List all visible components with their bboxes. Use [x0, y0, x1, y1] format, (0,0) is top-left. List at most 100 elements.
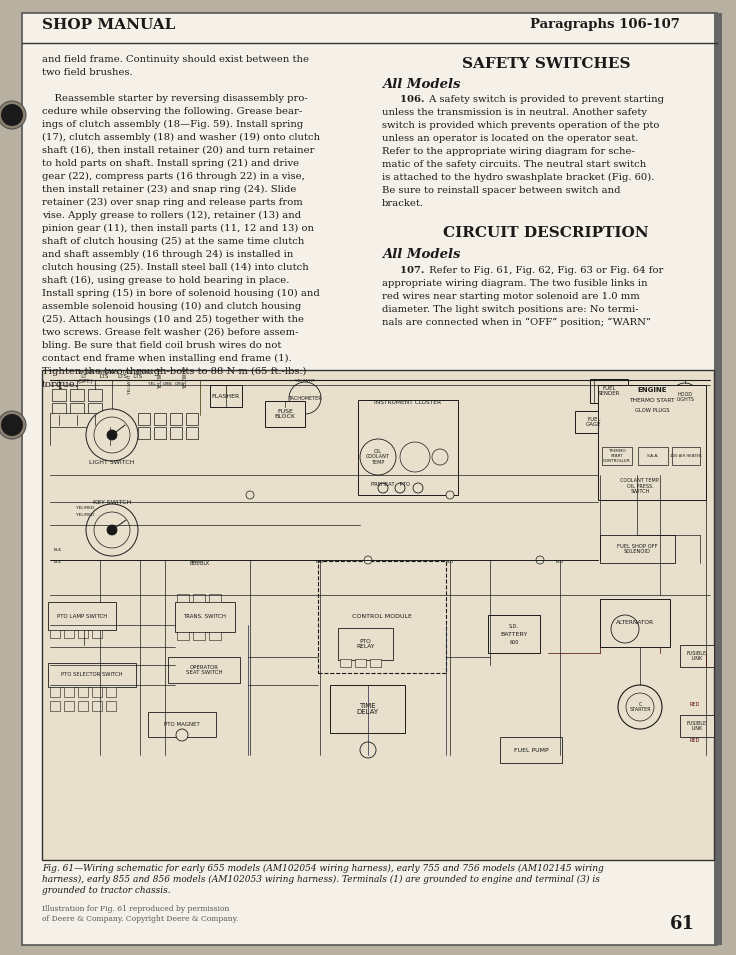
Bar [138, 427, 150, 439]
Circle shape [94, 417, 130, 453]
Bar [358, 400, 458, 495]
Bar [48, 602, 116, 630]
Text: RED: RED [690, 703, 700, 708]
Bar [680, 645, 714, 667]
Circle shape [611, 615, 639, 643]
Circle shape [1, 104, 23, 126]
Bar [638, 447, 668, 465]
Text: two field brushes.: two field brushes. [42, 68, 132, 77]
Text: clutch housing (25). Install steel ball (14) into clutch: clutch housing (25). Install steel ball … [42, 263, 308, 272]
Circle shape [1, 414, 23, 436]
Text: contact end frame when installing end frame (1).: contact end frame when installing end fr… [42, 354, 291, 363]
Text: SHOP MANUAL: SHOP MANUAL [42, 18, 175, 32]
Text: BLK: BLK [54, 560, 62, 564]
Bar [50, 630, 60, 638]
Text: BLK: BLK [54, 548, 62, 552]
Text: A safety switch is provided to prevent starting: A safety switch is provided to prevent s… [426, 95, 664, 104]
Bar [209, 594, 221, 602]
Text: red wires near starting motor solenoid are 1.0 mm: red wires near starting motor solenoid a… [382, 292, 640, 301]
Text: then install retainer (23) and snap ring (24). Slide: then install retainer (23) and snap ring… [42, 185, 297, 194]
Bar [106, 701, 116, 711]
Text: Illustration for Fig. 61 reproduced by permission
of Deere & Company. Copyright : Illustration for Fig. 61 reproduced by p… [42, 905, 238, 923]
Circle shape [246, 491, 254, 499]
Circle shape [446, 491, 454, 499]
Text: YEL/WHT: YEL/WHT [295, 379, 315, 383]
Bar [177, 632, 189, 640]
Bar [590, 379, 628, 403]
Text: CONTROL MODULE: CONTROL MODULE [352, 614, 412, 620]
Text: grounded to tractor chassis.: grounded to tractor chassis. [42, 886, 171, 895]
Bar [42, 370, 714, 860]
Text: PTO SELECTOR SWITCH: PTO SELECTOR SWITCH [61, 672, 123, 677]
Text: 106.: 106. [386, 95, 425, 104]
Text: BATTERY: BATTERY [500, 632, 528, 638]
Bar [500, 737, 562, 763]
Text: to hold parts on shaft. Install spring (21) and drive: to hold parts on shaft. Install spring (… [42, 159, 299, 168]
Text: shaft (16), using grease to hold bearing in place.: shaft (16), using grease to hold bearing… [42, 276, 289, 286]
Text: Paragraphs 106-107: Paragraphs 106-107 [530, 18, 680, 32]
Bar [88, 389, 102, 401]
Text: TIME
DELAY: TIME DELAY [356, 703, 378, 715]
Text: FUSIBLE
LINK: FUSIBLE LINK [687, 721, 707, 732]
Text: vise. Apply grease to rollers (12), retainer (13) and: vise. Apply grease to rollers (12), reta… [42, 211, 301, 220]
Bar [154, 413, 166, 425]
Bar [340, 659, 351, 667]
Text: PREHEAT   PTO: PREHEAT PTO [370, 481, 409, 486]
Bar [88, 403, 102, 415]
Text: OPERATOR
SEAT SWITCH: OPERATOR SEAT SWITCH [185, 665, 222, 675]
Circle shape [364, 556, 372, 564]
Text: BLU: BLU [556, 560, 564, 564]
Circle shape [400, 442, 430, 472]
Text: GLOW PLUGS: GLOW PLUGS [634, 408, 669, 413]
Bar [330, 685, 405, 733]
Text: unless an operator is located on the operator seat.: unless an operator is located on the ope… [382, 134, 638, 143]
Text: nals are connected when in “OFF” position; “WARN”: nals are connected when in “OFF” positio… [382, 318, 651, 328]
Circle shape [0, 101, 26, 129]
Bar [680, 715, 714, 737]
Text: YEL/WHT: YEL/WHT [128, 374, 132, 393]
Text: LIGHT SWITCH: LIGHT SWITCH [89, 460, 135, 465]
Circle shape [107, 430, 117, 440]
Text: LT        LTS      LTS    LTS: LT LTS LTS LTS [78, 374, 142, 379]
Text: All Models: All Models [382, 248, 461, 261]
Bar [338, 628, 393, 660]
Text: RED: RED [690, 738, 700, 744]
Text: KEY SWITCH: KEY SWITCH [93, 500, 131, 505]
Bar [600, 535, 675, 563]
Circle shape [432, 449, 448, 465]
Text: YEL/RED: YEL/RED [76, 506, 94, 510]
Text: THERMO START: THERMO START [629, 397, 675, 402]
Bar [318, 561, 446, 673]
Text: BLU: BLU [192, 560, 200, 564]
Text: Reassemble starter by reversing disassembly pro-: Reassemble starter by reversing disassem… [42, 94, 308, 103]
Text: appropriate wiring diagram. The two fusible links in: appropriate wiring diagram. The two fusi… [382, 279, 648, 288]
Text: ENGINE: ENGINE [637, 387, 667, 393]
Text: matic of the safety circuits. The neutral start switch: matic of the safety circuits. The neutra… [382, 160, 646, 169]
Text: ORG: ORG [175, 382, 185, 386]
Bar [154, 427, 166, 439]
Text: torque.: torque. [42, 380, 79, 389]
Circle shape [671, 383, 699, 411]
Text: Refer to the appropriate wiring diagram for sche-: Refer to the appropriate wiring diagram … [382, 147, 635, 156]
Text: (OPT.): (OPT.) [78, 379, 93, 385]
Text: retainer (23) over snap ring and release parts from: retainer (23) over snap ring and release… [42, 198, 302, 207]
Bar [600, 599, 670, 647]
Bar [170, 413, 182, 425]
Bar [598, 385, 706, 500]
Bar [488, 615, 540, 653]
Text: bracket.: bracket. [382, 199, 424, 208]
Text: FUSE
BLOCK: FUSE BLOCK [275, 409, 295, 419]
Text: S.D.: S.D. [509, 625, 519, 629]
Text: YEL: YEL [148, 382, 156, 386]
Circle shape [86, 409, 138, 461]
Text: pinion gear (11), then install parts (11, 12 and 13) on: pinion gear (11), then install parts (11… [42, 224, 314, 233]
Text: COOLANT TEMP.: COOLANT TEMP. [620, 478, 659, 483]
Text: C
STARTER: C STARTER [629, 702, 651, 712]
Bar [186, 427, 198, 439]
Circle shape [289, 382, 321, 414]
Text: (25). Attach housings (10 and 25) together with the: (25). Attach housings (10 and 25) togeth… [42, 315, 304, 324]
Bar [193, 594, 205, 602]
Text: gear (22), compress parts (16 through 22) in a vise,: gear (22), compress parts (16 through 22… [42, 172, 305, 181]
Circle shape [360, 742, 376, 758]
Text: YEL/RED: YEL/RED [76, 513, 94, 517]
